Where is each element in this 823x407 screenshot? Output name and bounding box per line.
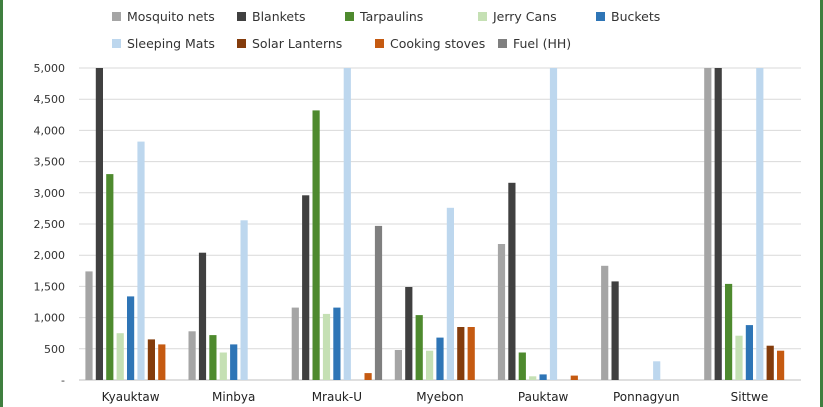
bar (302, 195, 310, 380)
x-tick-label: Mrauk-U (312, 390, 362, 404)
legend-swatch (237, 39, 246, 48)
bar (364, 373, 372, 380)
bar (374, 225, 383, 380)
bar (127, 296, 135, 380)
legend-label: Fuel (HH) (513, 36, 571, 51)
bar (611, 281, 619, 380)
legend-swatch (498, 39, 507, 48)
bar (467, 327, 475, 380)
legend-swatch (375, 39, 384, 48)
legend-label: Sleeping Mats (127, 36, 215, 51)
bars (85, 68, 785, 381)
y-axis: - 500 1,000 1,500 2,000 2,500 3,000 3,500 4,000 4… (34, 62, 66, 387)
bar (549, 68, 558, 380)
bar (240, 220, 248, 380)
legend-label: Mosquito nets (127, 9, 215, 24)
x-axis: Kyauktaw Minbya Mrauk-U Myebon Pauktaw Ponnag… (102, 390, 769, 404)
bar (147, 339, 155, 380)
bar (745, 325, 753, 380)
bar (198, 252, 207, 380)
legend-label: Blankets (252, 9, 306, 24)
bar (219, 352, 227, 380)
bar (291, 307, 299, 380)
legend: Mosquito nets Blankets Tarpaulins Jerry Can… (112, 9, 660, 51)
bar (322, 313, 331, 380)
legend-label: Jerry Cans (492, 9, 557, 24)
bar (312, 110, 320, 381)
bar (95, 68, 103, 380)
legend-swatch (237, 12, 246, 21)
x-tick-label: Ponnagyun (613, 390, 680, 404)
bar (497, 244, 506, 380)
bar (446, 207, 454, 380)
x-tick-label: Kyauktaw (102, 390, 160, 404)
bar (106, 174, 114, 380)
bar (653, 361, 661, 380)
y-tick-label: 2,000 (34, 249, 66, 262)
x-tick-label: Minbya (212, 390, 255, 404)
bar (188, 331, 196, 380)
bar (508, 182, 516, 380)
bar (415, 315, 423, 380)
x-tick-label: Pauktaw (518, 390, 569, 404)
x-tick-label: Myebon (416, 390, 463, 404)
bar (343, 68, 351, 380)
bar (529, 376, 537, 380)
bar (457, 327, 465, 380)
y-tick-label: - (61, 374, 65, 387)
bar (777, 350, 785, 380)
legend-swatch (112, 12, 121, 21)
bar (714, 68, 722, 380)
bar (756, 68, 764, 380)
x-tick-label: Sittwe (731, 390, 769, 404)
bar (518, 352, 526, 380)
bar (766, 345, 774, 380)
grid-lines (79, 67, 801, 381)
y-tick-label: 2,500 (34, 218, 66, 231)
legend-swatch (478, 12, 487, 21)
legend-label: Solar Lanterns (252, 36, 342, 51)
y-tick-label: 4,000 (34, 124, 66, 137)
y-tick-label: 500 (44, 343, 65, 356)
legend-swatch (345, 12, 354, 21)
bar (116, 333, 124, 380)
y-tick-label: 5,000 (34, 62, 66, 75)
bar (704, 68, 712, 380)
bar (601, 265, 609, 380)
y-tick-label: 3,000 (34, 187, 66, 200)
legend-label: Cooking stoves (390, 36, 485, 51)
legend-label: Buckets (611, 9, 660, 24)
bar (137, 141, 145, 380)
bar (333, 307, 341, 380)
bar (539, 374, 547, 380)
bar (209, 335, 217, 380)
bar (725, 283, 733, 380)
y-tick-label: 1,000 (34, 312, 66, 325)
y-tick-label: 4,500 (34, 93, 66, 106)
bar (394, 350, 402, 380)
bar (85, 271, 93, 380)
bar (570, 375, 578, 380)
y-tick-label: 1,500 (34, 280, 66, 293)
bar (426, 350, 434, 380)
legend-swatch (112, 39, 121, 48)
legend-label: Tarpaulins (359, 9, 423, 24)
bar (735, 335, 743, 380)
y-tick-label: 3,500 (34, 156, 66, 169)
legend-swatch (596, 12, 605, 21)
bar (436, 337, 444, 380)
bar (405, 287, 413, 380)
bar (230, 344, 238, 380)
bar-chart: - 500 1,000 1,500 2,000 2,500 3,000 3,500 4,000 4… (34, 9, 801, 404)
bar (158, 344, 166, 380)
